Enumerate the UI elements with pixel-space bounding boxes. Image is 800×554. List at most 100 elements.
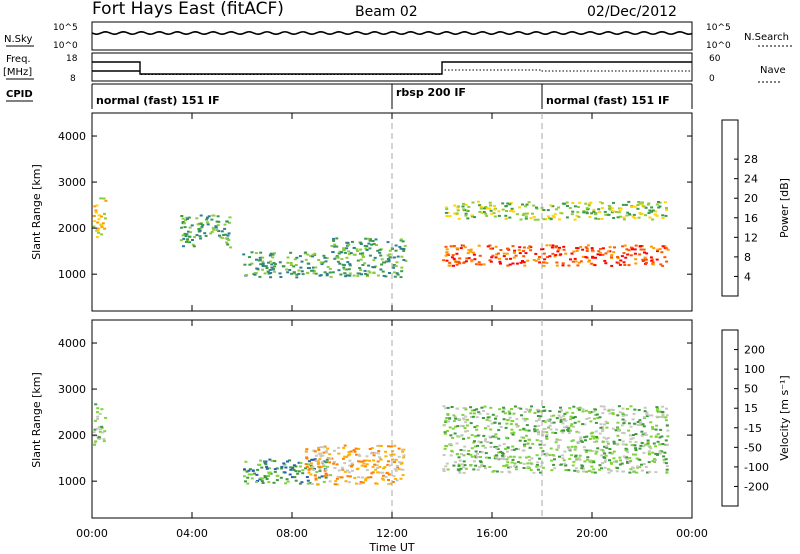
data-cell-5 [621,203,625,206]
data-cell-3 [553,467,557,470]
data-cell-5 [600,207,604,210]
data-cell-2 [358,454,362,457]
data-cell-3 [632,412,636,415]
data-cell-3 [605,440,609,443]
data-cell-3 [376,274,380,277]
data-cell-3 [472,412,476,415]
data-cell-1 [220,236,224,239]
data-cell-1 [325,465,329,468]
data-cell-3 [543,453,547,456]
data-cell-3 [612,442,616,445]
data-cell-3 [387,260,391,263]
data-cell-3 [636,465,640,468]
data-cell-3 [627,429,631,432]
data-cell-4 [538,256,541,258]
data-cell-3 [572,405,576,408]
data-cell-3 [545,431,549,434]
data-cell-3 [497,429,501,432]
data-cell-3 [486,412,490,415]
data-cell-4 [445,248,449,251]
data-cell-4 [486,245,490,248]
data-cell-4 [623,244,627,247]
data-cell-1 [283,471,287,474]
data-cell-4 [499,249,503,251]
data-cell-3 [536,461,540,464]
data-cell-5 [638,212,642,214]
data-cell-3 [634,433,638,436]
data-cell-4 [587,260,591,263]
data-cell-3 [598,464,602,467]
data-cell-3 [558,410,561,413]
data-cell-5 [644,206,648,209]
data-cell-0 [103,212,106,215]
data-cell-3 [499,450,503,453]
data-cell-3 [443,447,447,450]
data-cell-4 [506,264,510,267]
data-cell-4 [656,250,659,253]
data-cell-4 [661,245,665,248]
colorbar-tick-label: 4 [744,270,751,283]
power-frame [91,112,693,312]
data-cell-3 [388,256,392,259]
data-cell-4 [616,257,620,260]
data-cell-3 [654,445,657,448]
data-cell-3 [486,441,490,444]
data-cell-3 [573,445,577,448]
data-cell-3 [346,261,350,264]
data-cell-2 [311,466,315,468]
data-cell-3 [361,252,365,255]
data-cell-2 [301,273,305,276]
data-cell-3 [484,427,487,430]
data-cell-2 [261,268,265,271]
data-cell-3 [514,468,518,471]
data-cell-5 [497,214,501,217]
data-cell-3 [473,435,477,438]
data-cell-3 [659,428,663,431]
y-tick-label: 2000 [58,222,86,235]
data-cell-3 [563,450,567,453]
data-cell-5 [624,203,628,206]
data-cell-1 [306,479,310,482]
data-cell-1 [263,460,266,463]
data-cell-3 [511,445,515,448]
data-cell-3 [654,428,658,431]
data-cell-3 [488,419,492,422]
data-cell-4 [608,250,612,253]
data-cell-3 [345,274,349,277]
data-cell-3 [349,252,353,255]
data-cell-3 [399,276,403,279]
data-cell-5 [576,211,580,214]
data-cell-3 [445,417,449,419]
data-cell-3 [336,260,340,263]
data-cell-0 [96,418,100,420]
data-cell-4 [524,252,528,255]
data-cell-3 [560,454,564,457]
data-cell-3 [624,447,628,450]
data-cell-3 [453,415,457,418]
data-cell-4 [553,255,557,258]
data-cell-3 [504,448,508,450]
data-cell-3 [506,419,510,421]
data-cell-3 [371,266,375,269]
data-cell-5 [568,207,572,209]
data-cell-3 [386,241,390,244]
data-cell-5 [650,206,654,209]
data-cell-2 [353,450,357,453]
data-cell-1 [297,470,301,473]
data-cell-4 [444,245,448,248]
colorbar-tick-label: -15 [744,422,762,435]
data-cell-3 [638,466,642,469]
data-cell-1 [225,220,229,223]
data-cell-3 [654,452,658,455]
data-cell-2 [387,460,390,463]
data-cell-4 [458,257,462,260]
data-cell-2 [289,262,293,264]
data-cell-3 [631,466,634,469]
data-cell-2 [376,452,380,455]
data-cell-3 [599,426,603,429]
data-cell-4 [649,245,653,248]
data-cell-3 [655,406,659,409]
data-cell-3 [467,449,471,452]
data-cell-4 [515,262,519,265]
data-cell-4 [651,258,655,261]
